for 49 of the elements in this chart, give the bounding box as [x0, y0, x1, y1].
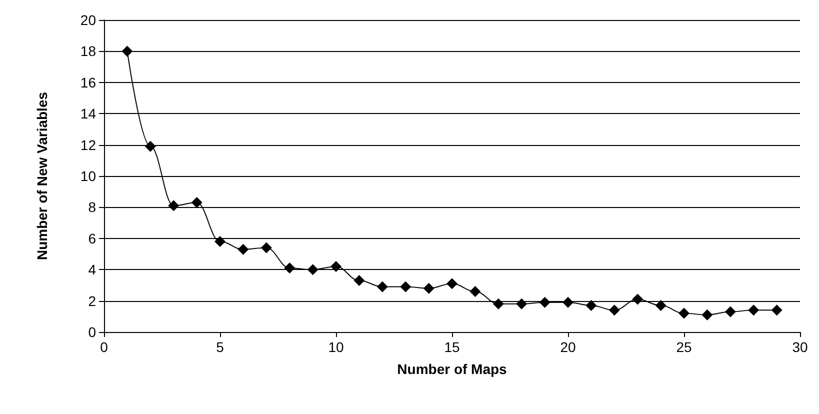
point — [260, 242, 272, 254]
x-tick-label: 5 — [216, 339, 224, 355]
y-axis-title: Number of New Variables — [34, 92, 50, 260]
point — [307, 264, 318, 276]
point — [702, 309, 713, 320]
point — [470, 286, 481, 297]
point — [771, 304, 782, 316]
x-tick-label: 20 — [560, 339, 576, 355]
y-tick-label: 20 — [80, 12, 96, 28]
point — [632, 294, 644, 305]
point — [284, 262, 296, 274]
x-tick-label: 30 — [792, 339, 808, 355]
x-tick-label: 25 — [676, 339, 692, 355]
point — [678, 308, 690, 319]
point — [748, 304, 760, 316]
point — [168, 200, 180, 212]
y-tick-label: 4 — [88, 262, 96, 278]
y-tick-label: 0 — [88, 324, 96, 340]
point — [562, 296, 574, 308]
x-tick-label: 15 — [444, 339, 460, 355]
point — [400, 281, 412, 292]
y-tick-label: 2 — [88, 292, 96, 309]
point — [330, 260, 342, 272]
point — [354, 275, 365, 286]
x-axis-title: Number of Maps — [397, 361, 508, 377]
point — [376, 281, 388, 292]
y-tick-label: 10 — [80, 168, 96, 184]
point — [586, 300, 597, 311]
point — [423, 282, 434, 294]
point — [122, 46, 133, 57]
point — [516, 298, 528, 310]
point — [446, 278, 458, 290]
y-tick-label: 18 — [80, 43, 96, 60]
y-tick-label: 12 — [80, 136, 96, 153]
y-tick-label: 6 — [88, 230, 96, 246]
y-tick-label: 14 — [80, 106, 96, 122]
y-tick-label: 16 — [80, 74, 96, 90]
point — [608, 304, 620, 316]
x-tick-label: 10 — [328, 339, 344, 355]
point — [724, 306, 736, 318]
point — [655, 300, 666, 311]
point — [191, 197, 202, 208]
point — [492, 298, 504, 310]
point — [539, 296, 550, 308]
point — [144, 140, 156, 152]
y-tick-label: 8 — [88, 199, 96, 216]
point — [238, 244, 249, 255]
point — [214, 236, 226, 248]
x-tick-label: 0 — [100, 339, 108, 355]
